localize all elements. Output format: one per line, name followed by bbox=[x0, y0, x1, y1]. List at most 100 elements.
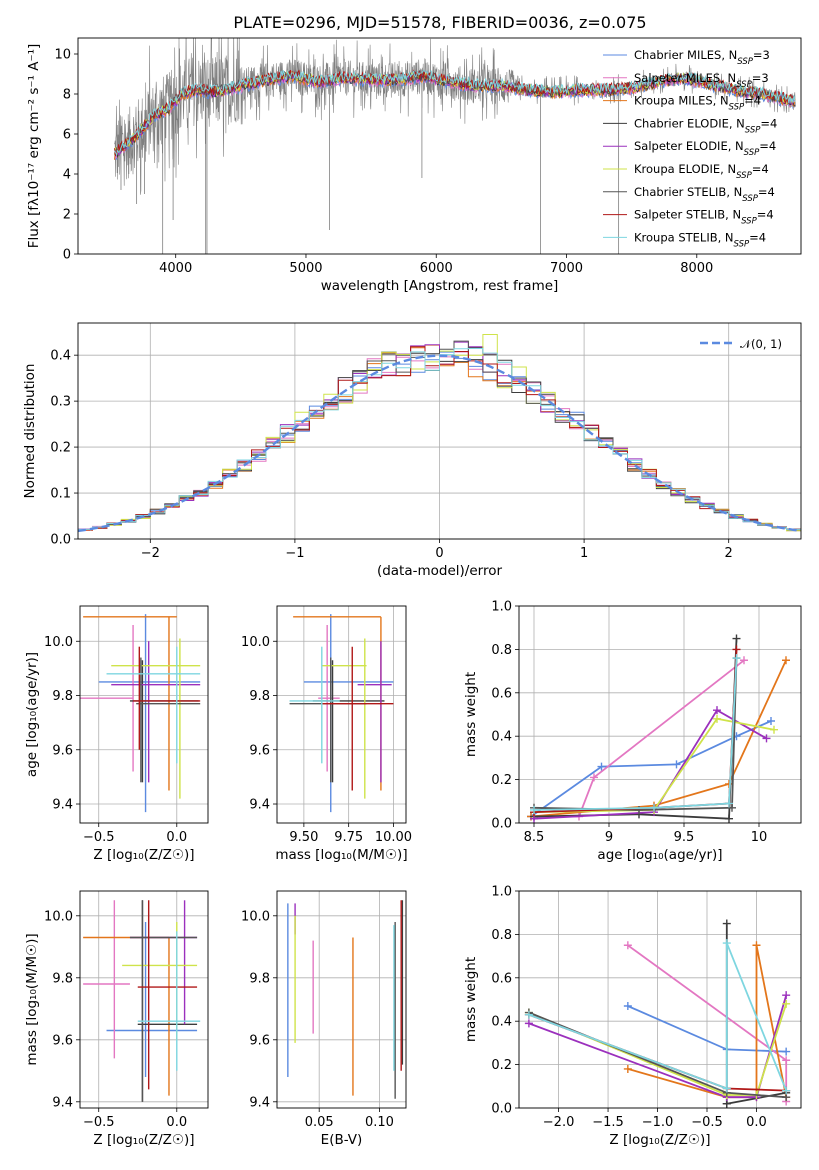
y-tick-label: 10.0 bbox=[241, 635, 270, 650]
y-tick-label: 9.4 bbox=[52, 1095, 73, 1110]
normal-curve bbox=[77, 354, 802, 533]
weight-marker bbox=[623, 941, 632, 950]
x-tick-label: 10 bbox=[751, 830, 768, 845]
y-tick-label: 10.0 bbox=[44, 909, 73, 924]
y-tick-label: 0.4 bbox=[491, 730, 512, 745]
y-tick-label: 0 bbox=[63, 248, 71, 263]
weight-marker bbox=[782, 1086, 791, 1095]
x-tick-label: 8.5 bbox=[524, 830, 545, 845]
weight-series-9 bbox=[533, 658, 738, 811]
legend-entry: 𝒩(0, 1) bbox=[740, 337, 782, 351]
y-tick-label: 9.8 bbox=[249, 689, 270, 704]
weight-marker bbox=[524, 1010, 533, 1019]
weight-marker bbox=[725, 814, 733, 823]
age-vs-metallicity-panel: −0.5 0.0 9.4 9.6 9.8 10.0 Z [log₁₀(Z/Z☉)] age [… bbox=[24, 605, 209, 863]
weight-marker bbox=[597, 762, 606, 771]
x-tick-label: −0.5 bbox=[83, 1115, 115, 1130]
model-spectrum-9 bbox=[114, 69, 796, 157]
x-tick-label: 2 bbox=[725, 546, 733, 561]
y-axis-label: mass weight bbox=[463, 957, 479, 1042]
x-axis-label: wavelength [Angstrom, rest frame] bbox=[321, 278, 559, 294]
y-tick-label: 0.6 bbox=[491, 971, 512, 986]
y-tick-label: 0.8 bbox=[491, 928, 512, 943]
y-tick-label: 0.6 bbox=[491, 686, 512, 701]
x-axis-label: age [log₁₀(age/yr)] bbox=[597, 847, 722, 863]
legend-entry-9: Kroupa STELIB, NSSP=4 bbox=[634, 230, 766, 249]
y-tick-label: 9.8 bbox=[52, 689, 73, 704]
weight-marker bbox=[623, 1002, 632, 1011]
x-tick-label: 9.75 bbox=[334, 830, 363, 845]
plot-frame bbox=[276, 605, 407, 824]
weight-marker bbox=[722, 939, 731, 948]
y-tick-label: 9.6 bbox=[249, 743, 270, 758]
x-axis-label: E(B-V) bbox=[321, 1132, 363, 1148]
mass-vs-ebv-panel: 0.05 0.10 9.4 9.6 9.8 10.0 E(B-V) bbox=[241, 890, 407, 1148]
x-tick-label: −2.0 bbox=[543, 1115, 575, 1130]
weight-marker bbox=[732, 634, 741, 643]
x-axis-label: Z [log₁₀(Z/Z☉)] bbox=[609, 1132, 710, 1148]
weight-marker bbox=[732, 645, 741, 654]
x-tick-label: 9.5 bbox=[674, 830, 695, 845]
plot-frame bbox=[79, 890, 209, 1109]
x-axis-label: mass [log₁₀(M/M☉)] bbox=[275, 847, 407, 863]
x-tick-label: 6000 bbox=[420, 261, 453, 276]
weight-marker bbox=[722, 919, 731, 928]
spectrum-title: PLATE=0296, MJD=51578, FIBERID=0036, z=0… bbox=[233, 13, 646, 32]
x-tick-label: 0.0 bbox=[166, 830, 187, 845]
residual-histogram-panel: −2 −1 0 1 2 0.0 0.1 0.2 0.3 0.4 (data-model)/error… bbox=[22, 322, 802, 579]
y-tick-label: 10.0 bbox=[44, 635, 73, 650]
weight-marker bbox=[782, 991, 791, 1000]
weight-marker bbox=[770, 725, 778, 734]
x-axis-label: Z [log₁₀(Z/Z☉)] bbox=[93, 1132, 194, 1148]
x-tick-label: −1.5 bbox=[592, 1115, 624, 1130]
y-tick-label: 9.8 bbox=[52, 971, 73, 986]
y-tick-label: 0.2 bbox=[50, 441, 71, 456]
x-tick-label: 1 bbox=[580, 546, 588, 561]
y-tick-label: 0.2 bbox=[491, 1058, 512, 1073]
weight-marker bbox=[650, 803, 658, 812]
y-axis-label: Flux [fλ10⁻¹⁷ erg cm⁻² s⁻¹ A⁻¹] bbox=[26, 44, 42, 249]
weight-marker bbox=[782, 1056, 791, 1065]
weight-vs-metallicity-panel: −2.0 −1.5 −1.0 −0.5 0.0 0.0 0.2 0.4 0.6 0.8 1.0 Z [… bbox=[463, 885, 802, 1148]
y-tick-label: 0.0 bbox=[491, 817, 512, 832]
legend-entry-6: Kroupa ELODIE, NSSP=4 bbox=[634, 162, 769, 181]
x-tick-label: −1 bbox=[285, 546, 304, 561]
x-tick-label: −0.5 bbox=[691, 1115, 723, 1130]
y-tick-label: 0.8 bbox=[491, 643, 512, 658]
weight-marker bbox=[752, 941, 761, 950]
weight-vs-age-panel: 8.5 9 9.5 10 0.0 0.2 0.4 0.6 0.8 1.0 age [log₁₀(ag… bbox=[463, 600, 802, 863]
weight-marker bbox=[767, 717, 775, 726]
weight-marker bbox=[623, 1064, 632, 1073]
y-tick-label: 0.3 bbox=[50, 395, 71, 410]
y-tick-label: 9.6 bbox=[249, 1033, 270, 1048]
weight-marker bbox=[590, 773, 598, 782]
plot-frame bbox=[77, 37, 802, 255]
y-tick-label: 1.0 bbox=[491, 600, 512, 615]
y-tick-label: 0.4 bbox=[50, 349, 71, 364]
weight-series-8 bbox=[533, 649, 738, 813]
x-tick-label: 8000 bbox=[680, 261, 713, 276]
y-tick-label: 9.4 bbox=[52, 798, 73, 813]
spectrum-panel: PLATE=0296, MJD=51578, FIBERID=0036, z=0… bbox=[26, 13, 802, 294]
age-vs-mass-panel: 9.50 9.75 10.00 9.4 9.6 9.8 10.0 mass [log₁₀(M/… bbox=[241, 605, 412, 863]
y-tick-label: 10 bbox=[54, 48, 71, 63]
x-tick-label: −0.5 bbox=[83, 830, 115, 845]
x-tick-label: 10.00 bbox=[375, 830, 412, 845]
y-tick-label: 9.4 bbox=[249, 1095, 270, 1110]
legend-entry-3: Kroupa MILES, NSSP=4 bbox=[634, 94, 761, 113]
y-tick-label: 0.4 bbox=[491, 1015, 512, 1030]
y-axis-label: mass weight bbox=[463, 672, 479, 757]
legend-entry-5: Salpeter ELODIE, NSSP=4 bbox=[634, 139, 776, 158]
x-tick-label: 0 bbox=[435, 546, 443, 561]
legend-entry-8: Salpeter STELIB, NSSP=4 bbox=[634, 208, 774, 227]
y-tick-label: 8 bbox=[63, 88, 71, 103]
y-tick-label: 2 bbox=[63, 208, 71, 223]
weight-marker bbox=[782, 656, 790, 665]
x-tick-label: 0.10 bbox=[365, 1115, 394, 1130]
weight-marker bbox=[732, 654, 741, 663]
weight-marker bbox=[524, 1019, 533, 1028]
x-tick-label: −1.0 bbox=[642, 1115, 674, 1130]
legend-entry-4: Chabrier ELODIE, NSSP=4 bbox=[634, 116, 777, 135]
y-tick-label: 9.6 bbox=[52, 1033, 73, 1048]
